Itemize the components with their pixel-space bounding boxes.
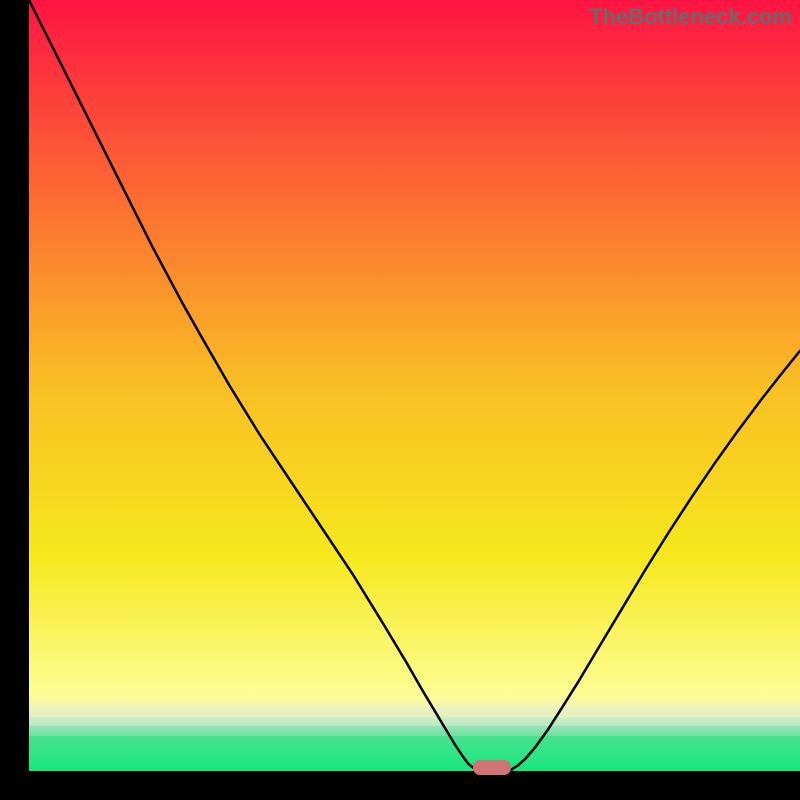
watermark-text: TheBottleneck.com: [589, 4, 792, 30]
bottleneck-curve: [29, 0, 800, 771]
chart-frame: TheBottleneck.com: [0, 0, 800, 800]
bottleneck-marker: [473, 760, 511, 775]
plot-area: [29, 0, 800, 771]
